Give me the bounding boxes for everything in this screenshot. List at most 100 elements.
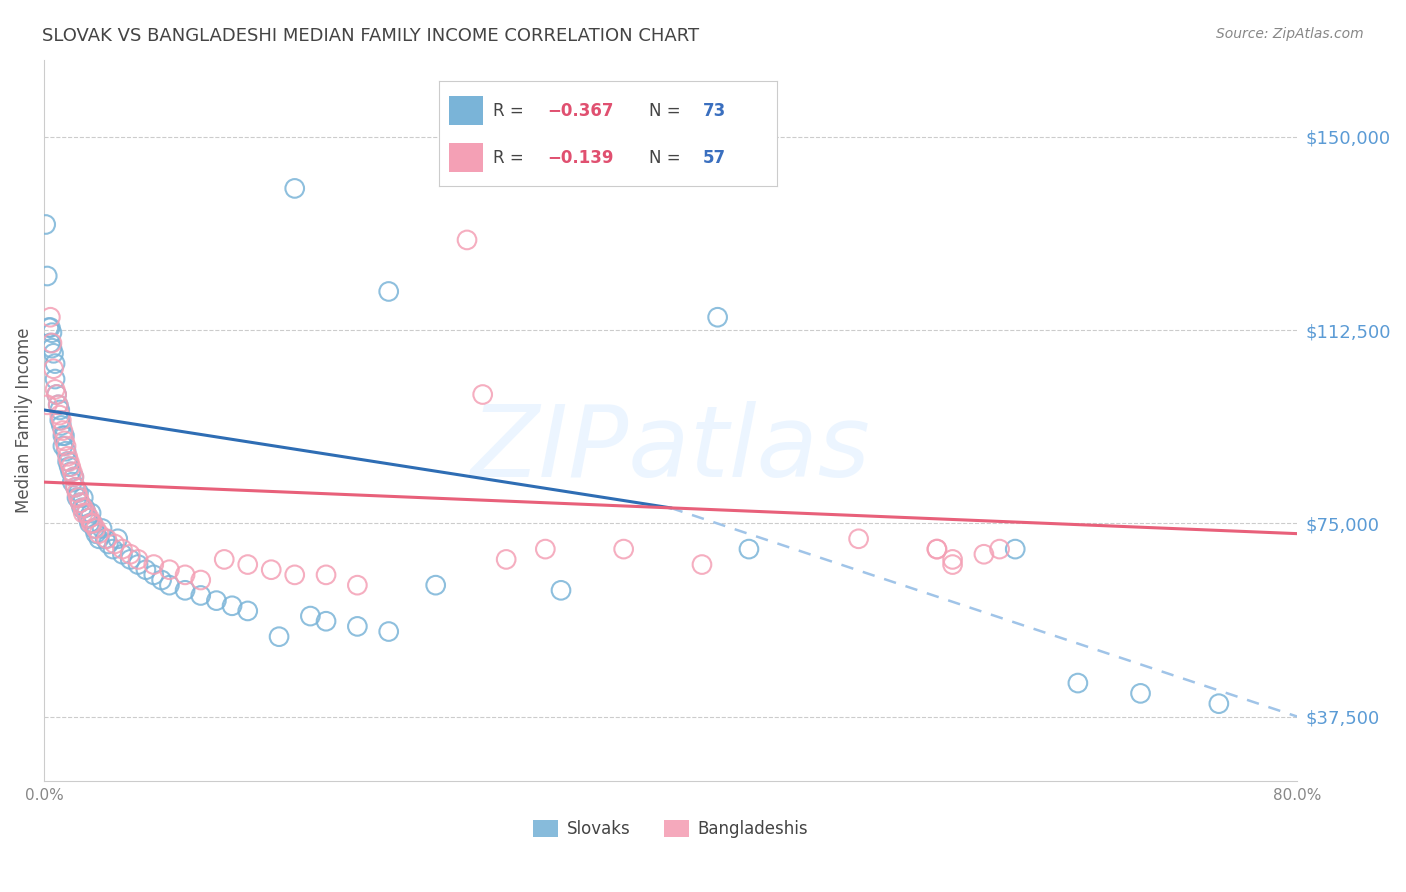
Point bbox=[550, 583, 572, 598]
Point bbox=[120, 547, 142, 561]
Point bbox=[49, 408, 72, 422]
Point bbox=[104, 537, 127, 551]
Point bbox=[41, 341, 63, 355]
Point bbox=[39, 336, 62, 351]
Point bbox=[69, 496, 91, 510]
Point bbox=[42, 346, 65, 360]
Point bbox=[127, 558, 149, 572]
Point bbox=[174, 583, 197, 598]
Point bbox=[346, 578, 368, 592]
Point bbox=[45, 387, 67, 401]
Point bbox=[848, 532, 870, 546]
Point bbox=[75, 506, 97, 520]
Point bbox=[87, 532, 110, 546]
Point bbox=[471, 387, 494, 401]
Point bbox=[73, 500, 96, 515]
Point bbox=[267, 630, 290, 644]
Point bbox=[46, 398, 69, 412]
Point bbox=[120, 552, 142, 566]
Point bbox=[59, 459, 82, 474]
Point bbox=[67, 485, 90, 500]
Point bbox=[69, 496, 91, 510]
Point bbox=[135, 563, 157, 577]
Point bbox=[52, 429, 75, 443]
Point bbox=[70, 500, 93, 515]
Point bbox=[260, 563, 283, 577]
Point bbox=[925, 542, 948, 557]
Point bbox=[190, 573, 212, 587]
Point bbox=[37, 398, 59, 412]
Point bbox=[65, 480, 87, 494]
Point bbox=[66, 491, 89, 505]
Point bbox=[53, 429, 76, 443]
Point bbox=[55, 444, 77, 458]
Point bbox=[150, 573, 173, 587]
Point bbox=[60, 465, 83, 479]
Point bbox=[425, 578, 447, 592]
Point bbox=[42, 361, 65, 376]
Point bbox=[942, 558, 965, 572]
Point bbox=[284, 181, 307, 195]
Point bbox=[988, 542, 1011, 557]
Point bbox=[315, 614, 337, 628]
Point bbox=[60, 475, 83, 489]
Point bbox=[377, 624, 399, 639]
Point bbox=[495, 552, 517, 566]
Point bbox=[284, 567, 307, 582]
Point bbox=[157, 563, 180, 577]
Point bbox=[1129, 686, 1152, 700]
Point bbox=[46, 398, 69, 412]
Point bbox=[83, 521, 105, 535]
Point bbox=[49, 413, 72, 427]
Point bbox=[82, 516, 104, 531]
Point bbox=[127, 552, 149, 566]
Point bbox=[973, 547, 995, 561]
Point bbox=[58, 459, 80, 474]
Y-axis label: Median Family Income: Median Family Income bbox=[15, 327, 32, 513]
Point bbox=[53, 434, 76, 448]
Point bbox=[72, 491, 94, 505]
Point bbox=[111, 547, 134, 561]
Point bbox=[37, 268, 59, 283]
Point bbox=[925, 542, 948, 557]
Point bbox=[142, 558, 165, 572]
Point bbox=[67, 491, 90, 505]
Point bbox=[157, 578, 180, 592]
Point bbox=[80, 516, 103, 531]
Point bbox=[236, 558, 259, 572]
Point bbox=[96, 532, 118, 546]
Point bbox=[59, 465, 82, 479]
Point bbox=[205, 593, 228, 607]
Point bbox=[58, 454, 80, 468]
Point bbox=[52, 424, 75, 438]
Point bbox=[377, 285, 399, 299]
Point bbox=[111, 542, 134, 557]
Point bbox=[45, 387, 67, 401]
Point bbox=[56, 454, 79, 468]
Point bbox=[1067, 676, 1090, 690]
Point bbox=[299, 609, 322, 624]
Point bbox=[65, 480, 87, 494]
Point bbox=[942, 552, 965, 566]
Point bbox=[97, 537, 120, 551]
Point bbox=[91, 521, 114, 535]
Point bbox=[706, 310, 728, 325]
Point bbox=[39, 310, 62, 325]
Point bbox=[79, 516, 101, 531]
Point bbox=[1208, 697, 1230, 711]
Point bbox=[346, 619, 368, 633]
Point bbox=[190, 589, 212, 603]
Point bbox=[34, 218, 56, 232]
Point bbox=[44, 357, 66, 371]
Point bbox=[94, 532, 117, 546]
Point bbox=[82, 516, 104, 531]
Point bbox=[1004, 542, 1026, 557]
Point bbox=[101, 542, 124, 557]
Point bbox=[142, 567, 165, 582]
Point bbox=[84, 521, 107, 535]
Point bbox=[44, 383, 66, 397]
Point bbox=[221, 599, 243, 613]
Point bbox=[315, 567, 337, 582]
Point bbox=[56, 450, 79, 464]
Point bbox=[534, 542, 557, 557]
